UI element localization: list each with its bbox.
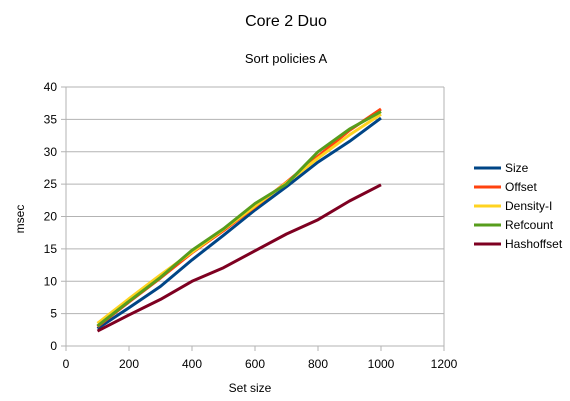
legend-item-density-i: Density-I <box>474 199 552 213</box>
x-tick-label: 1000 <box>368 357 395 371</box>
legend-label: Offset <box>505 180 537 194</box>
x-tick-label: 200 <box>119 357 139 371</box>
legend-label: Refcount <box>505 218 554 232</box>
y-tick-label: 15 <box>44 242 58 256</box>
chart-title: Core 2 Duo <box>245 13 327 30</box>
x-tick-label: 1200 <box>431 357 458 371</box>
legend-label: Hashoffset <box>505 237 563 251</box>
y-tick-label: 20 <box>44 210 58 224</box>
series-line-refcount <box>96 110 382 328</box>
y-tick-label: 30 <box>44 145 58 159</box>
x-tick-label: 400 <box>182 357 202 371</box>
y-tick-label: 5 <box>50 307 57 321</box>
y-axis-label: msec <box>13 205 27 234</box>
legend-label: Density-I <box>505 199 552 213</box>
axes <box>61 86 445 351</box>
x-tick-label: 800 <box>308 357 328 371</box>
legend: Size Offset Density-I Refcount Hashoffset <box>474 161 563 251</box>
chart-subtitle: Sort policies A <box>245 51 328 66</box>
series-lines <box>96 107 382 333</box>
x-tick-label: 0 <box>63 357 70 371</box>
y-tick-label: 0 <box>50 339 57 353</box>
y-tick-label: 25 <box>44 177 58 191</box>
legend-item-hashoffset: Hashoffset <box>474 237 563 251</box>
y-tick-label: 35 <box>44 112 58 126</box>
x-tick-label: 600 <box>245 357 265 371</box>
x-axis-label: Set size <box>229 381 272 395</box>
y-tick-label: 40 <box>44 80 58 94</box>
legend-item-size: Size <box>474 161 529 175</box>
legend-label: Size <box>505 161 529 175</box>
legend-item-offset: Offset <box>474 180 537 194</box>
series-line-hashoffset <box>96 183 382 333</box>
legend-item-refcount: Refcount <box>474 218 554 232</box>
y-tick-label: 10 <box>44 274 58 288</box>
series-line-size <box>96 116 382 330</box>
